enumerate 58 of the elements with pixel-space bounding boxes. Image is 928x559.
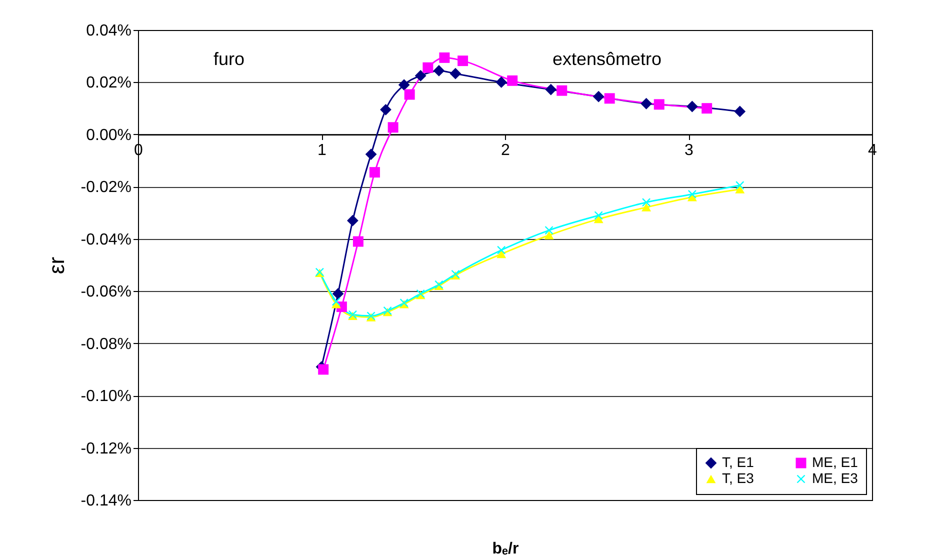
y-tick-label: -0.08% [80,336,132,353]
y-tick-label: 0.04% [86,22,132,40]
x-axis-title: bₑ/r [492,540,519,558]
point [556,85,568,96]
point [736,181,744,190]
point [380,104,392,116]
point [439,52,450,63]
x-tick-label: 3 [684,142,694,159]
point [604,93,615,104]
x-tick-label: 1 [318,142,327,159]
point [332,288,344,300]
point [414,70,426,82]
point [458,56,468,66]
y-tick-label: -0.14% [80,492,132,510]
y-tick-label: -0.02% [80,179,132,196]
point [594,211,603,220]
point [735,185,745,194]
point [422,62,434,73]
legend-label: ME, E1 [812,454,858,470]
point [404,89,415,100]
point [352,236,364,247]
point [369,167,380,178]
point [332,297,340,306]
legend-label: T, E1 [722,454,754,470]
point [497,246,506,254]
y-tick-label: -0.12% [80,440,132,458]
point [686,100,698,112]
y-tick-label: -0.10% [80,388,132,406]
annotation: furo [214,49,245,69]
legend-label: ME, E3 [812,470,858,486]
y-tick-label: 0.00% [86,126,132,144]
point [654,99,664,110]
y-tick-label: -0.06% [80,284,132,301]
point [365,148,377,160]
point [450,68,462,80]
point [507,75,518,86]
point [544,226,554,234]
point [346,214,358,226]
point [496,76,508,88]
point [545,84,557,96]
point [642,203,652,212]
point [318,364,329,375]
annotation: extensômetro [552,49,662,69]
legend-label: T, E3 [722,470,754,486]
point [496,250,506,258]
y-axis-title: εr [44,256,69,274]
point [594,214,604,224]
point [544,231,554,240]
y-tick-label: 0.02% [86,74,132,92]
point [398,79,410,91]
x-tick-label: 2 [501,142,510,159]
point [734,106,746,118]
point [388,122,398,133]
point [702,103,712,114]
point [640,98,652,110]
point [433,65,445,76]
point [592,90,604,102]
y-tick-label: -0.04% [80,231,132,248]
